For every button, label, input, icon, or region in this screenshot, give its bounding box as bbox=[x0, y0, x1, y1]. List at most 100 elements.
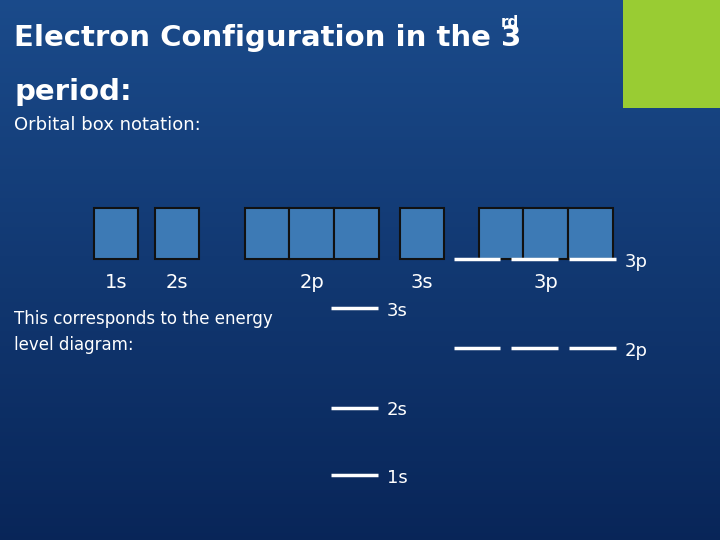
Text: This corresponds to the energy
level diagram:: This corresponds to the energy level dia… bbox=[14, 310, 273, 354]
Bar bbox=[0, 432, 720, 436]
Bar bbox=[0, 396, 720, 400]
Text: 3p: 3p bbox=[624, 253, 647, 271]
Bar bbox=[0, 400, 720, 403]
Bar bbox=[0, 140, 720, 144]
Bar bbox=[0, 295, 720, 299]
Bar bbox=[0, 501, 720, 504]
Bar bbox=[0, 86, 720, 90]
Bar bbox=[0, 15, 720, 18]
Bar bbox=[0, 490, 720, 493]
Bar bbox=[0, 112, 720, 115]
Bar bbox=[0, 79, 720, 83]
Bar bbox=[0, 356, 720, 360]
Bar bbox=[0, 367, 720, 371]
Bar bbox=[623, 0, 720, 108]
Bar bbox=[568, 208, 613, 259]
Bar bbox=[0, 360, 720, 363]
Bar bbox=[479, 208, 523, 259]
Bar bbox=[0, 180, 720, 184]
Bar bbox=[0, 259, 720, 263]
Bar bbox=[0, 223, 720, 227]
Bar bbox=[0, 525, 720, 529]
Bar bbox=[0, 342, 720, 346]
Bar bbox=[0, 126, 720, 130]
Bar bbox=[0, 198, 720, 201]
Bar bbox=[0, 277, 720, 281]
Bar bbox=[0, 169, 720, 173]
Bar bbox=[0, 241, 720, 245]
Bar bbox=[0, 536, 720, 540]
Bar bbox=[0, 93, 720, 97]
Bar bbox=[289, 208, 334, 259]
Bar bbox=[0, 335, 720, 339]
Text: 1s: 1s bbox=[387, 469, 408, 487]
Bar bbox=[0, 385, 720, 389]
Bar bbox=[0, 522, 720, 525]
Bar bbox=[0, 302, 720, 306]
Text: period:: period: bbox=[14, 78, 132, 106]
Bar bbox=[0, 457, 720, 461]
Bar bbox=[0, 50, 720, 54]
Bar bbox=[0, 299, 720, 302]
Bar bbox=[0, 371, 720, 374]
Bar bbox=[0, 288, 720, 292]
Bar bbox=[0, 497, 720, 501]
Bar bbox=[0, 61, 720, 65]
Bar bbox=[0, 212, 720, 216]
Bar bbox=[0, 76, 720, 79]
Bar bbox=[0, 511, 720, 515]
Bar bbox=[0, 331, 720, 335]
Text: 3p: 3p bbox=[534, 273, 558, 292]
Bar bbox=[0, 58, 720, 61]
Bar bbox=[0, 309, 720, 313]
Bar bbox=[0, 255, 720, 259]
Bar bbox=[0, 158, 720, 162]
Bar bbox=[0, 69, 720, 72]
Bar bbox=[0, 486, 720, 490]
Bar bbox=[0, 353, 720, 356]
Bar bbox=[0, 263, 720, 266]
Bar bbox=[0, 518, 720, 522]
Bar bbox=[0, 328, 720, 331]
Bar bbox=[0, 493, 720, 497]
Bar bbox=[0, 482, 720, 486]
Bar bbox=[0, 317, 720, 320]
Bar bbox=[0, 0, 720, 4]
Bar bbox=[0, 417, 720, 421]
Bar bbox=[0, 209, 720, 212]
Bar bbox=[0, 306, 720, 309]
Bar bbox=[0, 252, 720, 255]
Bar bbox=[0, 29, 720, 32]
Bar bbox=[0, 47, 720, 50]
Bar bbox=[0, 177, 720, 180]
Bar bbox=[0, 216, 720, 220]
Bar bbox=[0, 292, 720, 295]
Bar bbox=[0, 191, 720, 194]
Bar bbox=[0, 468, 720, 471]
Bar bbox=[0, 529, 720, 533]
Bar bbox=[0, 407, 720, 410]
Bar bbox=[0, 4, 720, 7]
Bar bbox=[94, 208, 138, 259]
Bar bbox=[0, 414, 720, 417]
Bar bbox=[0, 447, 720, 450]
Bar bbox=[0, 137, 720, 140]
Bar bbox=[0, 270, 720, 274]
Bar bbox=[0, 248, 720, 252]
Bar bbox=[0, 454, 720, 457]
Bar bbox=[0, 266, 720, 270]
Bar bbox=[0, 378, 720, 382]
Bar bbox=[0, 425, 720, 428]
Bar bbox=[0, 22, 720, 25]
Bar bbox=[0, 515, 720, 518]
Bar bbox=[0, 471, 720, 475]
Bar bbox=[0, 173, 720, 177]
Text: 2s: 2s bbox=[387, 401, 408, 420]
Bar bbox=[0, 201, 720, 205]
Bar bbox=[400, 208, 444, 259]
Bar bbox=[245, 208, 289, 259]
Bar bbox=[0, 443, 720, 447]
Bar bbox=[523, 208, 568, 259]
Bar bbox=[0, 115, 720, 119]
Bar bbox=[0, 18, 720, 22]
